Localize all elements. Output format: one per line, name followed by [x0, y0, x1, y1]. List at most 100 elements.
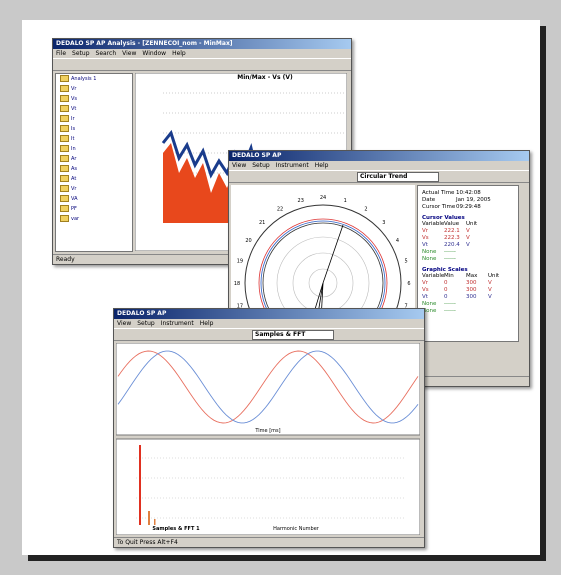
table-cell: 222.1	[444, 228, 460, 234]
menu-item[interactable]: Setup	[252, 162, 270, 169]
header-cell: Unit	[466, 221, 478, 227]
hour-label: 1	[344, 198, 347, 204]
hour-label: 24	[320, 195, 326, 201]
table-cell: Vt	[422, 294, 428, 300]
table-cell: Vt	[422, 242, 428, 248]
x-axis-label: Time [ms]	[254, 428, 280, 434]
info-cell: Actual Time	[422, 190, 455, 196]
hour-label: 3	[382, 220, 385, 226]
table-cell: None	[422, 301, 437, 307]
hour-label: 4	[396, 238, 399, 244]
menu-item[interactable]: Search	[95, 50, 117, 57]
menu-item[interactable]: Help	[172, 50, 186, 57]
menu-item[interactable]: View	[122, 50, 137, 57]
menu-item[interactable]: View	[117, 320, 132, 327]
table-cell: 0	[444, 287, 448, 293]
table-row: Vt 220.4 V	[418, 242, 518, 249]
info-cell: 09:29:48	[456, 204, 481, 210]
table-cell: Vr	[422, 228, 429, 234]
toolbar: Samples & FFT	[114, 328, 424, 341]
menu-item[interactable]: Window	[142, 50, 167, 57]
info-row: Actual Time 10:42:08	[418, 190, 518, 197]
table-cell: V	[488, 287, 492, 293]
tree-item[interactable]: Analysis 1	[56, 74, 132, 84]
table-row: None ------	[418, 256, 518, 263]
info-panel: Actual Time 10:42:08 Date Jan 19, 2005 Curso…	[417, 185, 519, 342]
tree-item[interactable]: Ar	[56, 154, 132, 164]
menu-item[interactable]: Help	[314, 162, 329, 169]
tree-item[interactable]: In	[56, 144, 132, 154]
tree-item[interactable]: var	[56, 214, 132, 224]
table-cell: 0	[444, 280, 448, 286]
table-cell: V	[488, 294, 492, 300]
window: DEDALO SP AP View Setup Instrument Help Sam…	[113, 308, 425, 548]
menu-bar: File Setup Search View Window Help	[53, 49, 351, 58]
menu-bar: View Setup Instrument Help	[229, 161, 529, 170]
tree-item[interactable]: Ir	[56, 114, 132, 124]
hour-label: 7	[404, 303, 407, 309]
table-cell: ------	[444, 308, 456, 314]
table-cell: Vs	[422, 287, 429, 293]
menu-item[interactable]: Instrument	[160, 320, 194, 327]
hour-label: 5	[404, 259, 407, 265]
table-row: Vt 0 300 V	[418, 294, 518, 301]
title-bar[interactable]: DEDALO SP AP	[114, 309, 424, 319]
tree-item[interactable]: It	[56, 134, 132, 144]
tree-item[interactable]: PF	[56, 204, 132, 214]
title-bar[interactable]: DEDALO SP AP	[229, 151, 529, 161]
chart-title: Min/Max - Vs (V)	[237, 74, 293, 81]
x-axis-label: Harmonic Number	[273, 526, 320, 532]
menu-bar: View Setup Instrument Help	[114, 319, 424, 328]
tree-item[interactable]: Vr	[56, 184, 132, 194]
info-cell: Date	[422, 197, 436, 203]
tree-item[interactable]: At	[56, 174, 132, 184]
table-cell: Vs	[422, 235, 429, 241]
table-row: None ------	[418, 301, 518, 308]
tree-item[interactable]: Vr	[56, 84, 132, 94]
view-dropdown[interactable]: Samples & FFT	[252, 330, 334, 340]
table-row: None ------	[418, 249, 518, 256]
menu-item[interactable]: Instrument	[275, 162, 309, 169]
hour-label: 20	[245, 238, 251, 244]
fft-title: Samples & FFT 1	[152, 526, 200, 532]
table-cell: 220.4	[444, 242, 460, 248]
table-row: None ------	[418, 308, 518, 315]
hour-label: 17	[237, 303, 243, 309]
hour-label: 21	[259, 220, 265, 226]
status-bar: Ready	[53, 254, 351, 264]
hour-label: 6	[407, 281, 410, 287]
view-dropdown[interactable]: Circular Trend	[357, 172, 439, 182]
tree-item[interactable]: VA	[56, 194, 132, 204]
status-bar: To Quit Press Alt+F4	[114, 537, 424, 547]
hour-label: 23	[298, 198, 304, 204]
table-cell: V	[466, 242, 470, 248]
header-cell: Min	[444, 273, 454, 279]
table-header: Variable Value Unit	[418, 221, 518, 228]
table-cell: 300	[466, 294, 477, 300]
hour-label: 18	[234, 281, 240, 287]
table-cell: None	[422, 256, 437, 262]
table-row: Vs 222.3 V	[418, 235, 518, 242]
table-row: Vr 0 300 V	[418, 280, 518, 287]
menu-item[interactable]: File	[56, 50, 67, 57]
menu-item[interactable]: Help	[199, 320, 214, 327]
info-cell: 10:42:08	[456, 190, 481, 196]
info-row: Cursor Time 09:29:48	[418, 204, 518, 211]
table-cell: ------	[444, 301, 456, 307]
hour-label: 19	[237, 259, 243, 265]
table-cell: ------	[444, 256, 456, 262]
table-header: Variable Min Max Unit	[418, 273, 518, 280]
header-cell: Value	[444, 221, 460, 227]
menu-item[interactable]: Setup	[137, 320, 155, 327]
hour-label: 2	[364, 207, 367, 213]
tree-item[interactable]: Is	[56, 124, 132, 134]
tree-item[interactable]: Vt	[56, 104, 132, 114]
tree-item[interactable]: As	[56, 164, 132, 174]
tree-item[interactable]: Vs	[56, 94, 132, 104]
title-bar[interactable]: DEDALO SP AP Analysis - [ZENNECOI_nom - …	[53, 39, 351, 49]
header-cell: Unit	[488, 273, 500, 279]
table-cell: None	[422, 308, 437, 314]
menu-item[interactable]: View	[232, 162, 247, 169]
menu-item[interactable]: Setup	[72, 50, 90, 57]
